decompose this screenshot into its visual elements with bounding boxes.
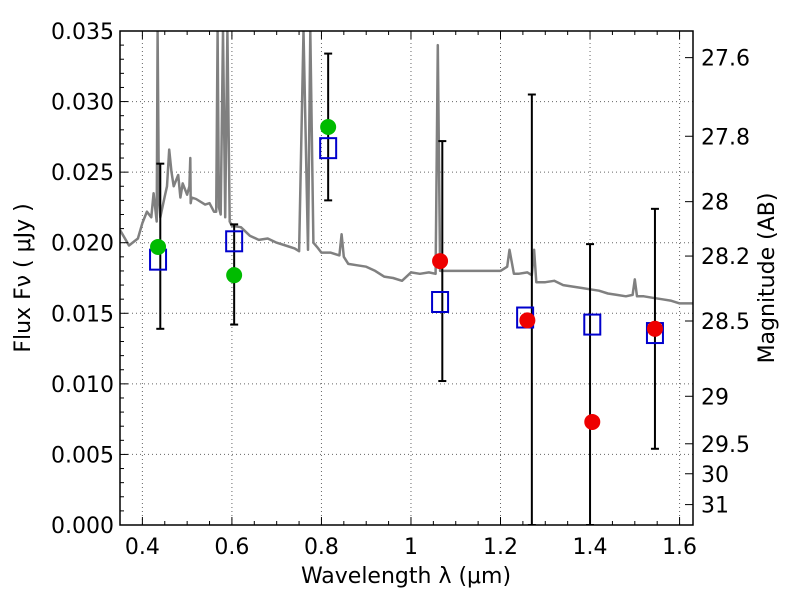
right-tick-label: 31: [701, 494, 729, 519]
right-tick-label: 29: [701, 385, 729, 410]
x-tick-label: 0.8: [304, 535, 339, 560]
green-data-point: [150, 238, 167, 255]
right-tick-label: 27.8: [701, 125, 750, 150]
y-tick-label: 0.015: [51, 302, 114, 327]
right-tick-label: 27.6: [701, 47, 750, 72]
plot-area: [120, 31, 693, 525]
x-axis-label: Wavelength λ (μm): [301, 564, 511, 589]
red-data-point: [646, 320, 663, 337]
y-tick-label: 0.035: [51, 20, 114, 45]
model-photometry-square: [225, 230, 244, 253]
right-axis-label: Magnitude (AB): [755, 193, 780, 364]
right-tick-label: 28.2: [701, 245, 750, 270]
x-tick-label: 0.4: [125, 535, 160, 560]
model-photometry-square: [431, 290, 450, 313]
green-data-point: [320, 118, 337, 135]
model-sed-line: [120, 31, 693, 305]
red-data-point: [519, 312, 536, 329]
right-tick-label: 28.5: [701, 310, 750, 335]
model-photometry-square: [583, 313, 602, 336]
right-tick-label: 28: [701, 191, 729, 216]
green-data-point: [226, 267, 243, 284]
right-tick-label: 30: [701, 463, 729, 488]
plot-frame: [119, 30, 694, 526]
y-tick-label: 0.025: [51, 161, 114, 186]
x-tick-label: 0.6: [214, 535, 249, 560]
y-tick-label: 0.005: [51, 443, 114, 468]
x-tick-label: 1.6: [662, 535, 697, 560]
red-data-point: [432, 253, 449, 270]
y-tick-label: 0.000: [51, 514, 114, 539]
x-tick-label: 1: [404, 535, 418, 560]
axis-ticks: 0.4 0.6 0.8 1 1.2 1.4 1.6 0.000 0.005 0.010 0.015 0…: [51, 20, 750, 560]
red-data-point: [584, 413, 601, 430]
y-tick-label: 0.020: [51, 232, 114, 257]
right-tick-label: 29.5: [701, 433, 750, 458]
x-tick-label: 1.2: [483, 535, 518, 560]
x-tick-label: 1.4: [573, 535, 608, 560]
y-axis-label: Flux Fν ( μJy ): [11, 203, 36, 352]
y-tick-label: 0.030: [51, 91, 114, 116]
model-photometry-square: [319, 137, 338, 160]
y-tick-label: 0.010: [51, 373, 114, 398]
